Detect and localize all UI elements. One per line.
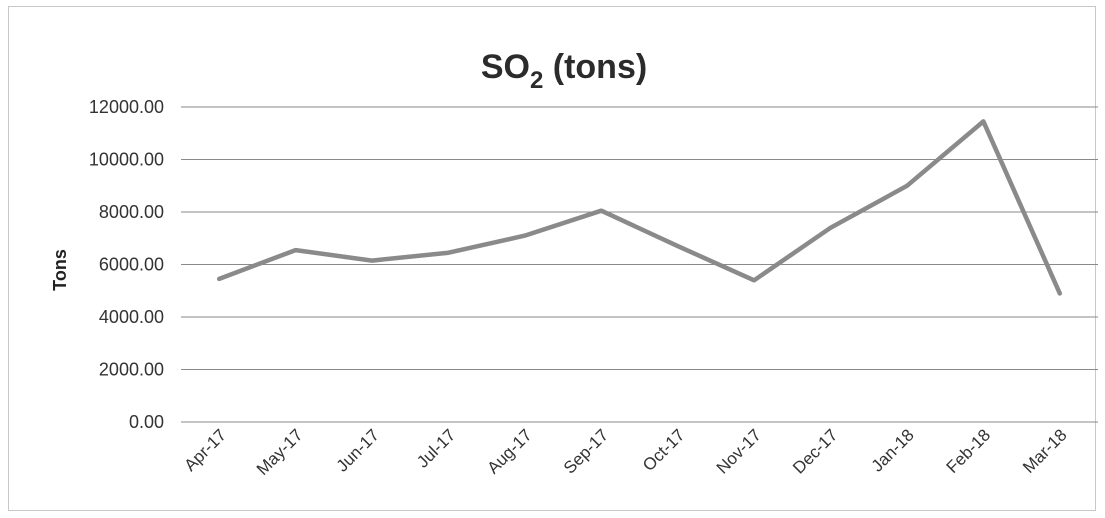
x-axis-ticks: Apr-17 May-17 Jun-17 Jul-17 Aug-17 Sep-17 Oct-… [181, 425, 1071, 479]
gridlines [181, 106, 1098, 423]
chart-title: SO2 (tons) [481, 48, 647, 94]
x-tick-label: Oct-17 [639, 425, 689, 475]
y-axis-label: Tons [50, 249, 70, 291]
x-tick-label: Mar-18 [1019, 425, 1071, 477]
series-line [216, 119, 1063, 296]
y-tick-label: 8000.00 [99, 202, 164, 222]
series-layer [216, 119, 1063, 296]
y-tick-label: 10000.00 [89, 150, 164, 170]
x-tick-label: Dec-17 [789, 425, 841, 477]
chart-frame [8, 6, 1096, 511]
y-tick-label: 12000.00 [89, 97, 164, 117]
y-axis-ticks: 0.00 2000.00 4000.00 6000.00 8000.00 10000.00… [89, 97, 164, 432]
x-tick-label: Jul-17 [413, 425, 459, 471]
x-tick-label: May-17 [253, 425, 307, 479]
x-tick-label: Nov-17 [713, 425, 765, 477]
x-tick-label: Jan-18 [868, 425, 918, 475]
x-tick-label: Feb-18 [943, 425, 995, 477]
x-tick-label: Aug-17 [483, 425, 535, 477]
x-tick-label: Sep-17 [560, 425, 612, 477]
y-tick-label: 6000.00 [99, 255, 164, 275]
y-tick-label: 2000.00 [99, 360, 164, 380]
x-tick-label: Apr-17 [181, 425, 231, 475]
x-tick-label: Jun-17 [333, 425, 383, 475]
y-tick-label: 0.00 [129, 412, 164, 432]
y-tick-label: 4000.00 [99, 307, 164, 327]
